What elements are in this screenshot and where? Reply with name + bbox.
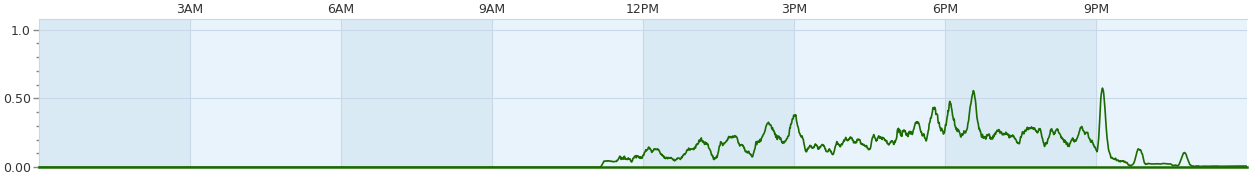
- Bar: [644, 19, 794, 167]
- Bar: [341, 19, 492, 167]
- Bar: [492, 19, 644, 167]
- Bar: [190, 19, 341, 167]
- Bar: [794, 19, 945, 167]
- Bar: [1096, 19, 1248, 167]
- Bar: [945, 19, 1096, 167]
- Bar: [39, 19, 190, 167]
